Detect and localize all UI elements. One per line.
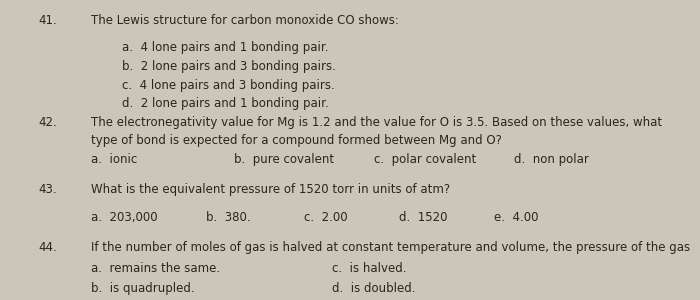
Text: d.  1520: d. 1520 [399, 211, 447, 224]
Text: 43.: 43. [38, 183, 57, 196]
Text: d.  non polar: d. non polar [514, 153, 589, 166]
Text: If the number of moles of gas is halved at constant temperature and volume, the : If the number of moles of gas is halved … [91, 241, 690, 254]
Text: 44.: 44. [38, 241, 57, 254]
Text: The electronegativity value for Mg is 1.2 and the value for O is 3.5. Based on t: The electronegativity value for Mg is 1.… [91, 116, 662, 129]
Text: c.  polar covalent: c. polar covalent [374, 153, 477, 166]
Text: What is the equivalent pressure of 1520 torr in units of atm?: What is the equivalent pressure of 1520 … [91, 183, 450, 196]
Text: a.  remains the same.: a. remains the same. [91, 262, 220, 275]
Text: a.  4 lone pairs and 1 bonding pair.: a. 4 lone pairs and 1 bonding pair. [122, 41, 329, 54]
Text: The Lewis structure for carbon monoxide CO shows:: The Lewis structure for carbon monoxide … [91, 14, 399, 26]
Text: e.  4.00: e. 4.00 [494, 211, 538, 224]
Text: d.  is doubled.: d. is doubled. [332, 282, 416, 295]
Text: c.  2.00: c. 2.00 [304, 211, 348, 224]
Text: a.  ionic: a. ionic [91, 153, 137, 166]
Text: b.  is quadrupled.: b. is quadrupled. [91, 282, 195, 295]
Text: b.  pure covalent: b. pure covalent [234, 153, 335, 166]
Text: b.  380.: b. 380. [206, 211, 251, 224]
Text: b.  2 lone pairs and 3 bonding pairs.: b. 2 lone pairs and 3 bonding pairs. [122, 60, 337, 73]
Text: c.  4 lone pairs and 3 bonding pairs.: c. 4 lone pairs and 3 bonding pairs. [122, 79, 335, 92]
Text: c.  is halved.: c. is halved. [332, 262, 407, 275]
Text: d.  2 lone pairs and 1 bonding pair.: d. 2 lone pairs and 1 bonding pair. [122, 97, 329, 110]
Text: 42.: 42. [38, 116, 57, 129]
Text: type of bond is expected for a compound formed between Mg and O?: type of bond is expected for a compound … [91, 134, 502, 147]
Text: 41.: 41. [38, 14, 57, 26]
Text: a.  203,000: a. 203,000 [91, 211, 158, 224]
